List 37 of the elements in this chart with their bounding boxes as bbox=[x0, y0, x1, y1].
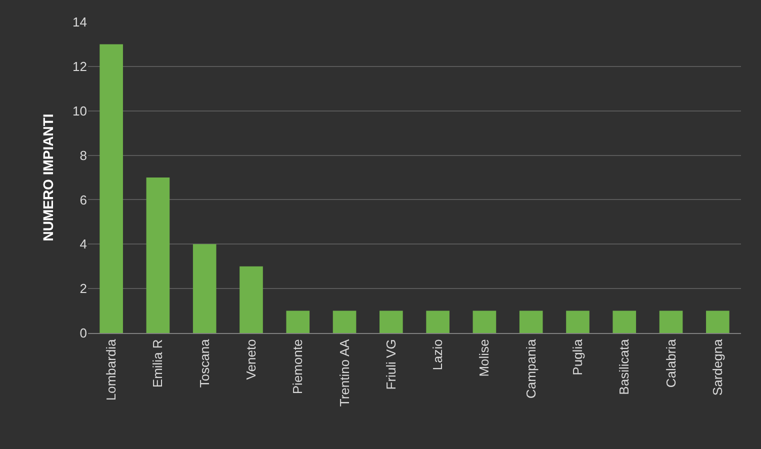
bar bbox=[659, 310, 683, 333]
x-tick-label: Friuli VG bbox=[383, 339, 398, 390]
bar bbox=[240, 266, 263, 333]
bar bbox=[519, 310, 543, 333]
y-tick-label: 10 bbox=[72, 103, 87, 118]
x-tick-label: Lombardia bbox=[104, 338, 119, 401]
bar bbox=[380, 310, 403, 333]
y-axis-title: NUMERO IMPIANTI bbox=[40, 114, 56, 242]
y-tick-label: 12 bbox=[72, 58, 87, 74]
y-tick-label: 4 bbox=[80, 236, 87, 252]
y-tick-label: 8 bbox=[80, 148, 87, 163]
bar bbox=[426, 310, 450, 333]
bar bbox=[100, 44, 123, 333]
x-tick-label: Piemonte bbox=[290, 339, 306, 394]
bar bbox=[612, 310, 636, 333]
x-tick-label: Sardegna bbox=[710, 338, 725, 396]
x-tick-label: Trentino AA bbox=[336, 338, 352, 407]
x-tick-label: Puglia bbox=[570, 338, 585, 376]
x-tick-label: Calabria bbox=[663, 338, 678, 388]
x-tick-label: Veneto bbox=[243, 339, 258, 380]
x-tick-label: Basilicata bbox=[616, 338, 632, 395]
bar bbox=[286, 310, 310, 333]
y-tick-label: 2 bbox=[80, 281, 87, 296]
x-tick-label: Emilia R bbox=[150, 339, 166, 388]
x-tick-label: Molise bbox=[476, 339, 492, 377]
y-tick-label: 6 bbox=[80, 192, 87, 208]
bar bbox=[146, 178, 170, 333]
bar bbox=[332, 310, 356, 333]
bar bbox=[706, 310, 730, 333]
bar bbox=[566, 310, 590, 333]
bar bbox=[472, 310, 496, 333]
x-tick-label: Lazio bbox=[430, 339, 446, 370]
y-tick-label: 14 bbox=[72, 14, 87, 30]
x-tick-label: Campania bbox=[523, 338, 538, 398]
x-tick-label: Toscana bbox=[196, 338, 212, 388]
y-tick-label: 0 bbox=[80, 326, 87, 341]
bar bbox=[192, 244, 216, 333]
